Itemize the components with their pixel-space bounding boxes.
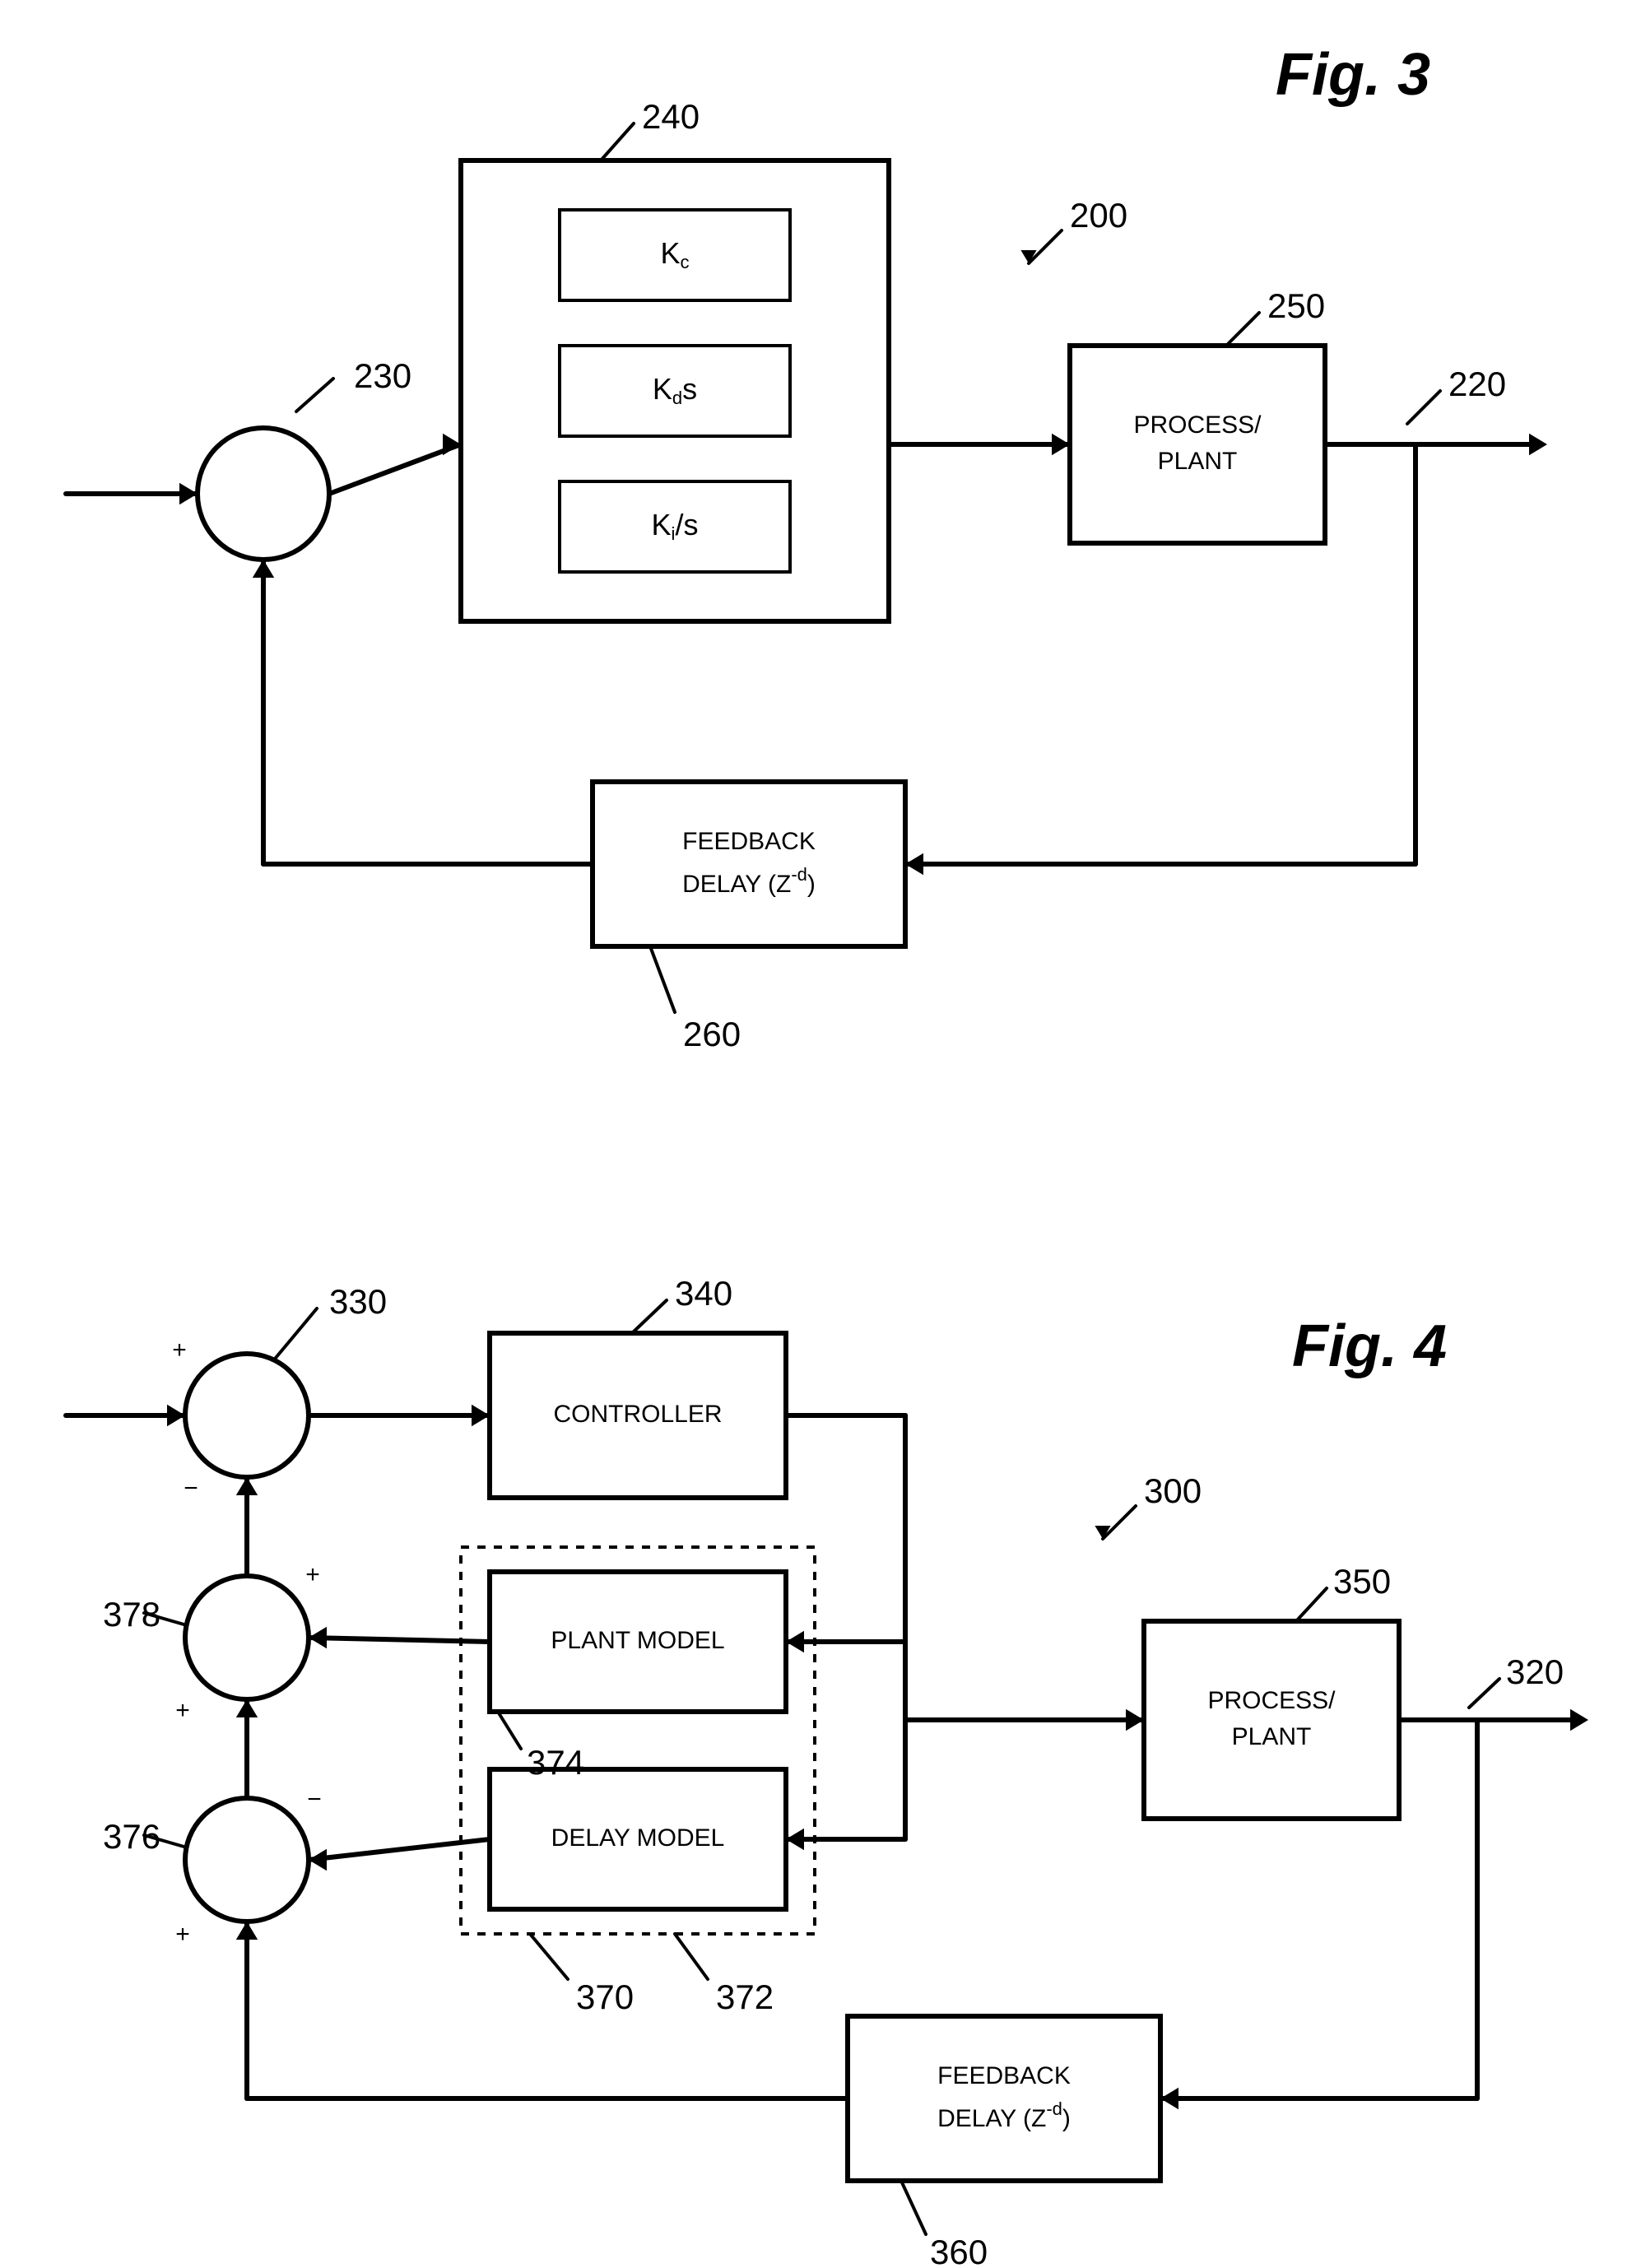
svg-text:340: 340 <box>675 1274 732 1313</box>
svg-text:PLANT: PLANT <box>1232 1723 1312 1750</box>
svg-text:374: 374 <box>527 1743 584 1782</box>
svg-text:378: 378 <box>103 1595 160 1634</box>
svg-text:230: 230 <box>354 356 411 395</box>
svg-text:240: 240 <box>642 97 700 136</box>
svg-text:360: 360 <box>930 2233 988 2268</box>
svg-text:Fig. 4: Fig. 4 <box>1292 1313 1447 1379</box>
svg-text:PLANT MODEL: PLANT MODEL <box>551 1627 724 1654</box>
svg-text:PLANT: PLANT <box>1158 448 1238 475</box>
svg-text:+: + <box>175 1921 190 1948</box>
svg-text:FEEDBACK: FEEDBACK <box>937 2062 1071 2089</box>
svg-text:350: 350 <box>1333 1562 1391 1601</box>
svg-text:Fig. 3: Fig. 3 <box>1276 42 1430 108</box>
svg-text:DELAY MODEL: DELAY MODEL <box>551 1824 725 1852</box>
svg-text:Kc: Kc <box>660 236 689 272</box>
svg-text:370: 370 <box>576 1978 634 2016</box>
svg-text:200: 200 <box>1070 196 1127 235</box>
svg-text:CONTROLLER: CONTROLLER <box>553 1401 722 1428</box>
svg-text:−: − <box>184 1475 198 1502</box>
svg-text:260: 260 <box>683 1015 741 1053</box>
svg-text:320: 320 <box>1506 1652 1564 1691</box>
svg-text:+: + <box>305 1561 320 1588</box>
svg-text:372: 372 <box>716 1978 774 2016</box>
svg-text:FEEDBACK: FEEDBACK <box>682 828 816 855</box>
svg-text:+: + <box>175 1697 190 1724</box>
svg-text:−: − <box>307 1786 322 1813</box>
svg-text:330: 330 <box>329 1282 387 1321</box>
svg-text:+: + <box>172 1336 187 1364</box>
svg-text:DELAY (Z-d): DELAY (Z-d) <box>937 2098 1071 2132</box>
svg-text:Ki/s: Ki/s <box>652 508 699 544</box>
svg-text:PROCESS/: PROCESS/ <box>1207 1687 1336 1714</box>
svg-text:250: 250 <box>1267 286 1325 325</box>
svg-text:376: 376 <box>103 1817 160 1856</box>
svg-text:Kds: Kds <box>653 372 697 408</box>
svg-text:300: 300 <box>1144 1471 1202 1510</box>
svg-text:220: 220 <box>1448 365 1506 403</box>
svg-text:DELAY (Z-d): DELAY (Z-d) <box>682 864 816 898</box>
svg-text:PROCESS/: PROCESS/ <box>1133 411 1262 439</box>
